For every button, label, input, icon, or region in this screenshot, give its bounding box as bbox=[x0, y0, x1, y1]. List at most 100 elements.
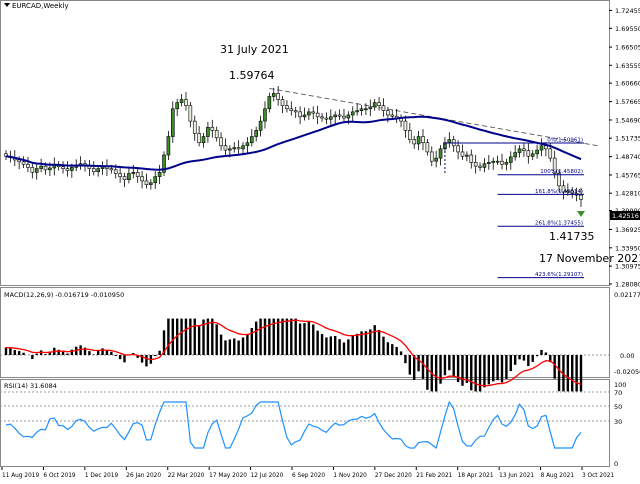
candle-body bbox=[548, 148, 553, 159]
moving-average-line bbox=[5, 115, 582, 171]
fib-level-label: 261.8%(1.37455) bbox=[535, 221, 583, 227]
candle-body bbox=[162, 154, 166, 173]
candle-body bbox=[425, 142, 430, 153]
candle-body bbox=[522, 148, 526, 152]
candle-body bbox=[34, 168, 39, 173]
candle-body bbox=[245, 142, 250, 147]
current-price-box bbox=[610, 211, 640, 220]
macd-panel-border bbox=[0, 287, 610, 378]
candle-body bbox=[346, 114, 351, 119]
candle-body bbox=[429, 151, 434, 162]
time-tick-label: 11 Aug 2019 bbox=[2, 473, 39, 479]
candle-body bbox=[416, 136, 421, 145]
time-tick-label: 1 Nov 2020 bbox=[333, 473, 367, 479]
candle-body bbox=[219, 137, 223, 147]
rsi-line bbox=[5, 400, 582, 450]
candle-body bbox=[390, 114, 395, 117]
candle-body bbox=[91, 168, 96, 172]
low-marker-icon bbox=[577, 211, 585, 217]
candle-body bbox=[4, 153, 8, 157]
rsi-tick-0: 0 bbox=[614, 460, 618, 468]
candle-body bbox=[460, 151, 465, 157]
candle-body bbox=[333, 114, 337, 118]
candle-body bbox=[179, 99, 184, 103]
price-tick-label: 1.28080 bbox=[615, 281, 640, 289]
candle-body bbox=[412, 139, 417, 145]
candle-body bbox=[109, 168, 114, 171]
candle-body bbox=[500, 160, 504, 165]
candle-body bbox=[473, 162, 478, 167]
candle-body bbox=[342, 115, 346, 119]
candle-body bbox=[113, 169, 118, 174]
candle-body bbox=[487, 162, 491, 164]
candle-body bbox=[535, 149, 539, 155]
candle-body bbox=[188, 105, 193, 122]
candle-body bbox=[513, 152, 517, 158]
macd-tick-bottom: -0.020562 bbox=[614, 368, 640, 376]
candle-body bbox=[280, 99, 285, 107]
candle-body bbox=[184, 99, 188, 107]
price-tick-label: 1.42810 bbox=[615, 190, 640, 198]
candle-body bbox=[368, 106, 373, 110]
candle-body bbox=[197, 133, 201, 143]
candle-body bbox=[579, 194, 583, 200]
price-tick-label: 1.36925 bbox=[615, 226, 640, 234]
dropdown-triangle-icon[interactable] bbox=[4, 3, 10, 7]
candle-body bbox=[504, 162, 509, 165]
time-tick-label: 27 Dec 2020 bbox=[375, 473, 412, 479]
price-axis: 1.72455 1.69550 1.66505 1.63555 1.60660 1.576… bbox=[609, 7, 640, 289]
macd-tick-top: 0.021777 bbox=[614, 291, 640, 299]
price-tick-label: 1.63555 bbox=[615, 62, 640, 70]
time-tick-label: 3 Oct 2021 bbox=[582, 473, 614, 479]
rsi-title: RSI(14) 31.6084 bbox=[4, 382, 57, 390]
candle-body bbox=[557, 173, 561, 187]
candle-body bbox=[408, 130, 412, 140]
price-tick-label: 1.54690 bbox=[615, 116, 640, 124]
candle-body bbox=[482, 163, 487, 168]
candle-body bbox=[438, 148, 443, 159]
candle-body bbox=[166, 136, 171, 156]
macd-title: MACD(12,26,9) -0.016719 -0.010950 bbox=[4, 291, 124, 299]
candle-body bbox=[149, 182, 153, 185]
candle-body bbox=[539, 145, 544, 151]
candle-body bbox=[135, 171, 140, 177]
symbol-title[interactable]: EURCAD,Weekly bbox=[12, 2, 69, 10]
candle-body bbox=[298, 111, 302, 118]
candle-body bbox=[26, 163, 30, 168]
candle-body bbox=[153, 176, 158, 184]
price-tick-label: 1.60660 bbox=[615, 80, 640, 88]
annotation-low-price: 1.41735 bbox=[549, 230, 595, 243]
candle-body bbox=[118, 173, 122, 177]
candle-body bbox=[206, 126, 210, 137]
candle-body bbox=[517, 148, 522, 153]
price-tick-label: 1.33950 bbox=[615, 244, 640, 252]
price-tick-label: 1.30975 bbox=[615, 263, 640, 271]
rsi-tick-50: 50 bbox=[614, 403, 622, 411]
candle-body bbox=[307, 111, 311, 116]
candle-body bbox=[491, 160, 496, 163]
candle-body bbox=[311, 111, 316, 114]
price-tick-label: 1.48740 bbox=[615, 153, 640, 161]
candle-body bbox=[271, 93, 276, 97]
candle-body bbox=[157, 171, 162, 177]
candle-body bbox=[17, 159, 21, 163]
candle-body bbox=[329, 116, 333, 120]
time-tick-label: 12 Jul 2020 bbox=[251, 473, 284, 479]
candle-body bbox=[372, 102, 377, 108]
candle-body bbox=[276, 93, 280, 100]
candle-body bbox=[61, 166, 65, 169]
time-tick-label: 22 Mar 2020 bbox=[168, 473, 205, 479]
fibonacci-layer: 0%(1.50961) 100%(1.45802) 161.8%(1.42614) 2… bbox=[444, 137, 584, 279]
time-tick-label: 6 Sep 2020 bbox=[292, 473, 325, 479]
candle-body bbox=[250, 136, 254, 143]
candle-body bbox=[236, 147, 241, 150]
candle-body bbox=[258, 120, 263, 131]
candle-body bbox=[65, 168, 70, 171]
candle-body bbox=[508, 156, 513, 163]
fib-level-label: 100%(1.45802) bbox=[540, 169, 583, 175]
fib-level-label: 423.6%(1.29107) bbox=[535, 272, 583, 278]
rsi-tick-70: 70 bbox=[614, 389, 622, 397]
candle-body bbox=[96, 168, 100, 172]
